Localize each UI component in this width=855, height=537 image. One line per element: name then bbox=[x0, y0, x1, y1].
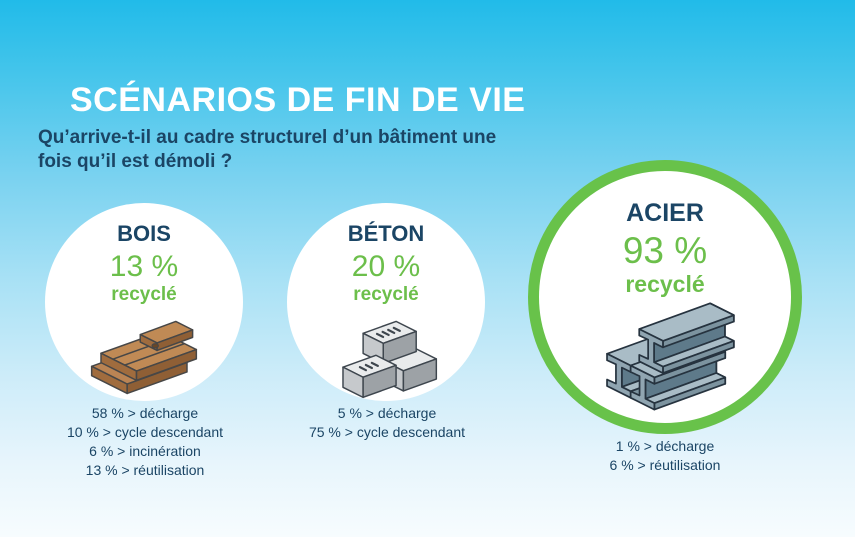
material-card-beton: BÉTON 20 % recyclé bbox=[287, 203, 485, 401]
breakdown-item: 5 % > décharge bbox=[337, 405, 437, 421]
breakdown-item: 13 % > réutilisation bbox=[85, 462, 205, 478]
page-title: SCÉNARIOS DE FIN DE VIE bbox=[70, 81, 526, 119]
breakdown-item: 58 % > décharge bbox=[91, 405, 199, 421]
material-name-bois: BOIS bbox=[117, 221, 171, 246]
recycled-label-bois: recyclé bbox=[111, 284, 177, 305]
wood-planks-icon bbox=[90, 320, 198, 395]
recycled-percentage-acier: 93 % bbox=[622, 230, 708, 271]
breakdown-item: 6 % > réutilisation bbox=[609, 457, 721, 473]
recycled-percentage-beton: 20 % bbox=[351, 250, 421, 283]
breakdown-list-bois: 58 % > décharge 10 % > cycle descendant … bbox=[25, 404, 265, 480]
material-name-acier: ACIER bbox=[626, 199, 704, 227]
breakdown-item: 75 % > cycle descendant bbox=[308, 424, 466, 440]
material-name-beton: BÉTON bbox=[347, 221, 425, 246]
recycled-percentage-bois: 13 % bbox=[109, 250, 179, 283]
breakdown-list-acier: 1 % > décharge 6 % > réutilisation bbox=[540, 437, 790, 475]
recycled-label-beton: recyclé bbox=[353, 284, 419, 305]
recycled-label-acier: recyclé bbox=[625, 271, 705, 297]
breakdown-item: 6 % > incinération bbox=[89, 443, 201, 459]
material-card-acier: ACIER 93 % recyclé bbox=[528, 160, 802, 434]
page-subtitle: Qu’arrive-t-il au cadre structurel d’un … bbox=[38, 127, 497, 172]
breakdown-list-beton: 5 % > décharge 75 % > cycle descendant bbox=[267, 404, 507, 442]
breakdown-item: 10 % > cycle descendant bbox=[66, 424, 224, 440]
concrete-blocks-icon bbox=[342, 320, 438, 399]
material-card-bois: BOIS 13 % recyclé bbox=[45, 203, 243, 401]
breakdown-item: 1 % > décharge bbox=[615, 438, 715, 454]
steel-beams-icon bbox=[606, 302, 735, 411]
